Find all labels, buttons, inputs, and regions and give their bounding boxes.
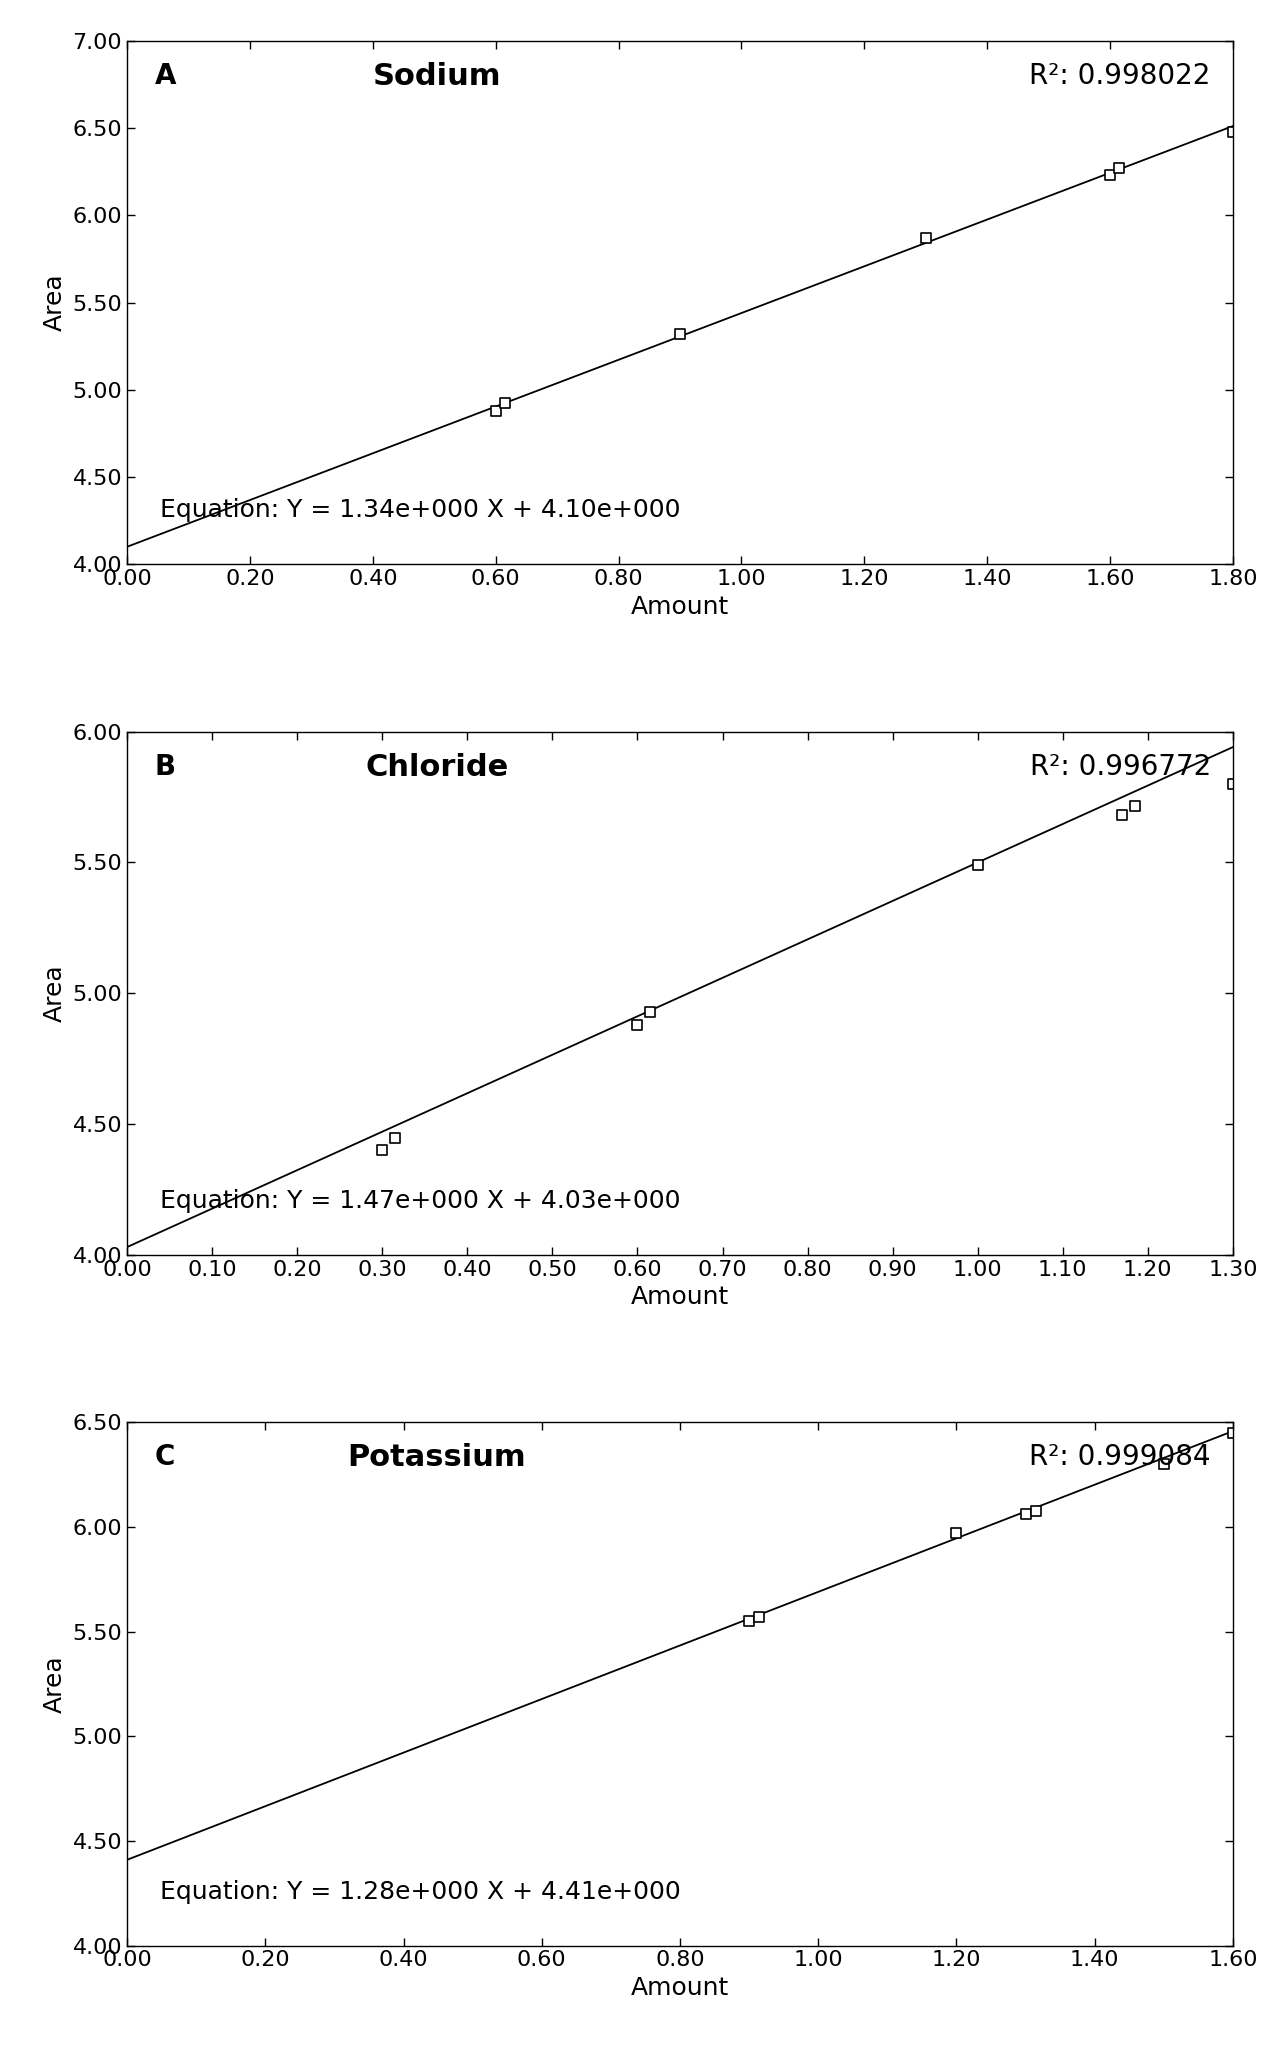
X-axis label: Amount: Amount — [630, 594, 730, 618]
Point — [494, 387, 515, 420]
Point — [1223, 768, 1243, 801]
Text: Equation: Y = 1.28e+000 X + 4.41e+000: Equation: Y = 1.28e+000 X + 4.41e+000 — [160, 1880, 681, 1905]
Point — [1112, 799, 1132, 831]
Text: Equation: Y = 1.34e+000 X + 4.10e+000: Equation: Y = 1.34e+000 X + 4.10e+000 — [160, 498, 681, 522]
Point — [1110, 152, 1130, 184]
Point — [486, 395, 506, 428]
Y-axis label: Area: Area — [43, 274, 67, 332]
X-axis label: Amount: Amount — [630, 1976, 730, 2001]
Y-axis label: Area: Area — [43, 965, 67, 1022]
Text: C: C — [155, 1444, 175, 1470]
Text: B: B — [155, 752, 175, 780]
Text: Chloride: Chloride — [365, 752, 508, 782]
Point — [1026, 1495, 1046, 1528]
Point — [372, 1135, 393, 1167]
Text: R²: 0.996772: R²: 0.996772 — [1030, 752, 1211, 780]
Text: A: A — [155, 61, 177, 90]
Point — [1223, 1417, 1243, 1450]
Point — [1223, 115, 1243, 147]
Point — [628, 1008, 648, 1040]
Point — [738, 1606, 759, 1638]
Point — [946, 1518, 967, 1550]
Point — [1099, 160, 1120, 193]
Text: Equation: Y = 1.47e+000 X + 4.03e+000: Equation: Y = 1.47e+000 X + 4.03e+000 — [160, 1190, 681, 1212]
Point — [385, 1122, 405, 1155]
X-axis label: Amount: Amount — [630, 1286, 730, 1309]
Point — [967, 848, 988, 881]
Text: R²: 0.999084: R²: 0.999084 — [1030, 1444, 1211, 1470]
Y-axis label: Area: Area — [43, 1655, 67, 1712]
Point — [750, 1602, 770, 1634]
Text: R²: 0.998022: R²: 0.998022 — [1030, 61, 1211, 90]
Point — [915, 221, 935, 254]
Point — [1154, 1448, 1174, 1481]
Point — [641, 995, 661, 1028]
Text: Potassium: Potassium — [347, 1444, 526, 1473]
Text: Sodium: Sodium — [372, 61, 501, 90]
Point — [1016, 1497, 1036, 1530]
Point — [1125, 791, 1145, 823]
Point — [670, 317, 690, 350]
